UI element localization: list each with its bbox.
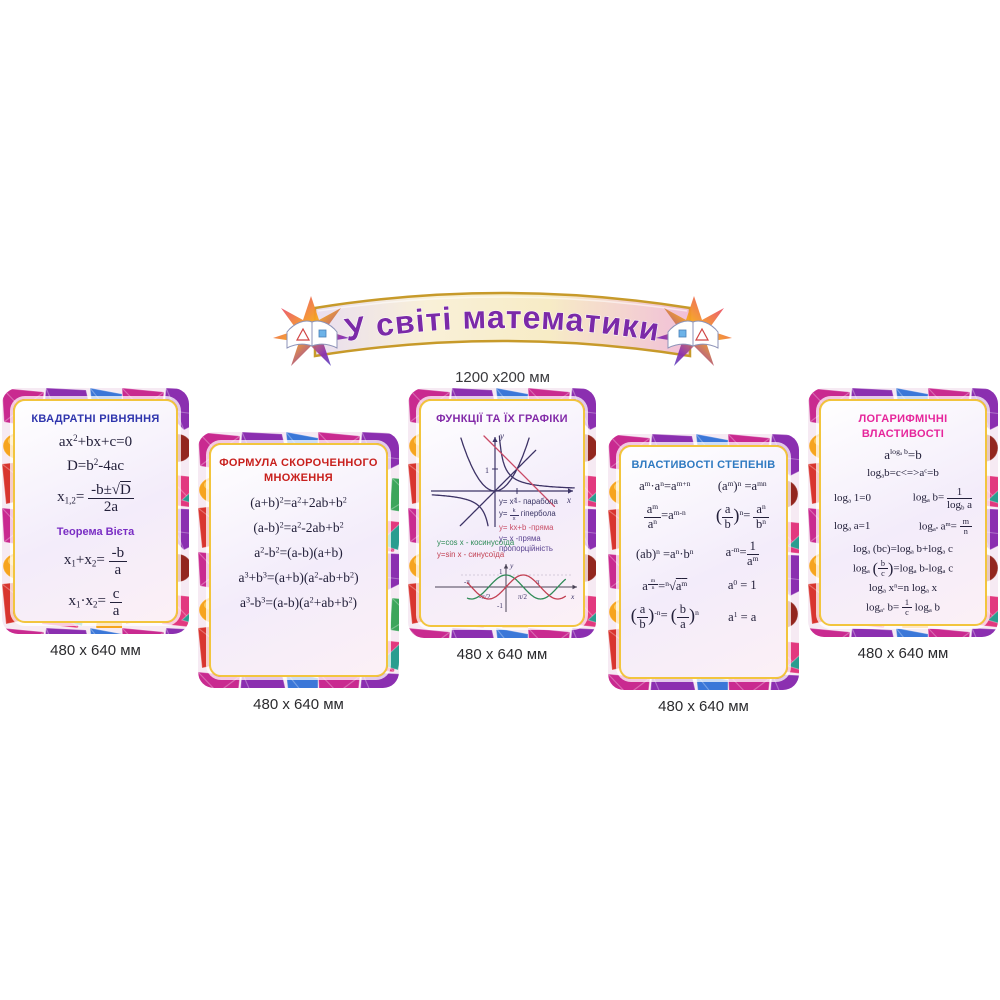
axis-label-x: x xyxy=(570,592,575,601)
legend-item: y= kx+b -пряма xyxy=(499,522,554,532)
formula: D=b2-4ac xyxy=(66,456,125,474)
formula: a1 = a xyxy=(728,609,757,624)
poster-panel: ФУНКЦІЇ ТА ЇХ ГРАФІКИ y x 1 1 y= x2 - па… xyxy=(419,399,585,627)
formula: am an =am-n xyxy=(627,502,703,532)
formula: ax2+bx+c=0 xyxy=(58,432,133,450)
legend-item: y= x -пряма пропорційність xyxy=(499,534,553,554)
axis-label-y: y xyxy=(509,561,514,570)
formula: loga (bc)=loga b+loga c xyxy=(853,543,953,556)
formula: loga 1=0 xyxy=(834,492,871,505)
formula-row: loga 1=0 loga b= 1 logb a xyxy=(827,483,979,514)
tick-label: 1 xyxy=(514,496,518,505)
formula: a3+b3=(a+b)(a2-ab+b2) xyxy=(238,569,359,585)
axis-label-x: x xyxy=(566,495,571,505)
formula: (a b)-n= (b a)n xyxy=(630,602,699,631)
formula: (a-b)2=a2-2ab+b2 xyxy=(253,519,344,535)
poster-title: ФОРМУЛА СКОРОЧЕННОГО МНОЖЕННЯ xyxy=(219,457,378,484)
formula: (am)n =amn xyxy=(717,478,767,493)
formula: logab=c<=>ac=b xyxy=(867,466,939,480)
size-label: 480 х 640 мм xyxy=(857,645,949,662)
formula: a3-b3=(a-b)(a2+ab+b2) xyxy=(239,594,357,610)
banner-size-label: 1200 х200 мм xyxy=(455,369,550,386)
formula-grid: am·an=am+n (am)n =amn am an =am-n (a b)n= a… xyxy=(627,479,780,632)
tick-label: -π xyxy=(464,578,470,586)
formula: x1+x2= -b a xyxy=(21,545,170,579)
formula: aloga b=b xyxy=(884,446,922,462)
formula: loga (b c)=loga b-loga c xyxy=(852,559,954,579)
poster-functions-graphs: ФУНКЦІЇ ТА ЇХ ГРАФІКИ y x 1 1 y= x2 - па… xyxy=(408,388,596,663)
tick-label: π xyxy=(536,578,540,586)
formula: a m n =n√am xyxy=(642,577,688,594)
tick-label: -1 xyxy=(497,602,503,610)
legend-item: y= x2 - парабола xyxy=(499,497,558,506)
trig-graph: y x 1 -1 -π -π/2 π/2 π xyxy=(435,561,577,612)
poster-title: ФУНКЦІЇ ТА ЇХ ГРАФІКИ xyxy=(436,413,568,425)
poster-subtitle: Теорема Вієта xyxy=(56,525,135,538)
poster-panel: ФОРМУЛА СКОРОЧЕННОГО МНОЖЕННЯ (a+b)2=a2+… xyxy=(209,443,388,677)
poster-title: ЛОГАРИФМІЧНІ ВЛАСТИВОСТІ xyxy=(858,413,948,440)
tick-label: 1 xyxy=(499,568,503,576)
banner: У світі математики xyxy=(261,282,744,368)
poster-powers-properties: ВЛАСТИВОСТІ СТЕПЕНІВ am·an=am+n (am)n =a… xyxy=(608,434,799,715)
formula: a0 = 1 xyxy=(727,578,757,593)
formula: loga xn=n loga x xyxy=(868,582,938,595)
size-label: 480 х 640 мм xyxy=(456,646,548,663)
function-graph: y x 1 1 xyxy=(431,431,575,527)
tick-label: 1 xyxy=(485,466,489,475)
tick-label: -π/2 xyxy=(479,593,491,601)
poster-title: ВЛАСТИВОСТІ СТЕПЕНІВ xyxy=(631,459,776,471)
formula: am·an=am+n xyxy=(639,478,691,493)
formula: a-m= 1 am xyxy=(725,539,759,569)
poster-panel: КВАДРАТНІ РІВНЯННЯ ax2+bx+c=0 D=b2-4ac x… xyxy=(13,399,178,623)
formula: (a b)n= an bn xyxy=(705,502,781,532)
banner-title: У світі математики xyxy=(342,299,662,348)
poster-title: КВАДРАТНІ РІВНЯННЯ xyxy=(31,413,160,425)
banner-ribbon: У світі математики xyxy=(272,291,733,367)
formula: loga a=1 xyxy=(834,520,871,534)
formula: a2-b2=(a-b)(a+b) xyxy=(254,544,343,560)
formula: loga b= 1 logb a xyxy=(912,485,972,512)
size-label: 480 х 640 мм xyxy=(253,696,344,713)
legend-item: y=cos x - косинусоїда xyxy=(437,538,515,547)
formula: (a+b)2=a2+2ab+b2 xyxy=(250,494,347,510)
tick-label: π/2 xyxy=(518,593,527,601)
poster-panel: ЛОГАРИФМІЧНІ ВЛАСТИВОСТІ aloga b=b logab… xyxy=(819,399,987,626)
trig-legend: y=cos x - косинусоїда y=sin x - синусоїд… xyxy=(437,537,514,560)
size-label: 480 х 640 мм xyxy=(50,642,141,659)
poster-logarithmic-properties: ЛОГАРИФМІЧНІ ВЛАСТИВОСТІ aloga b=b logab… xyxy=(808,388,998,662)
formula: x1,2= -b±√D 2a xyxy=(21,482,170,516)
legend-item: y=sin x - синусоїда xyxy=(437,549,505,559)
axis-label-y: y xyxy=(499,431,504,441)
poster-quadratic-equations: КВАДРАТНІ РІВНЯННЯ ax2+bx+c=0 D=b2-4ac x… xyxy=(2,388,189,659)
size-label: 480 х 640 мм xyxy=(658,698,749,715)
poster-panel: ВЛАСТИВОСТІ СТЕПЕНІВ am·an=am+n (am)n =a… xyxy=(619,445,788,679)
formula: (ab)n =an·bn xyxy=(635,546,694,562)
poster-multiplication-formulas: ФОРМУЛА СКОРОЧЕННОГО МНОЖЕННЯ (a+b)2=a2+… xyxy=(198,432,399,713)
